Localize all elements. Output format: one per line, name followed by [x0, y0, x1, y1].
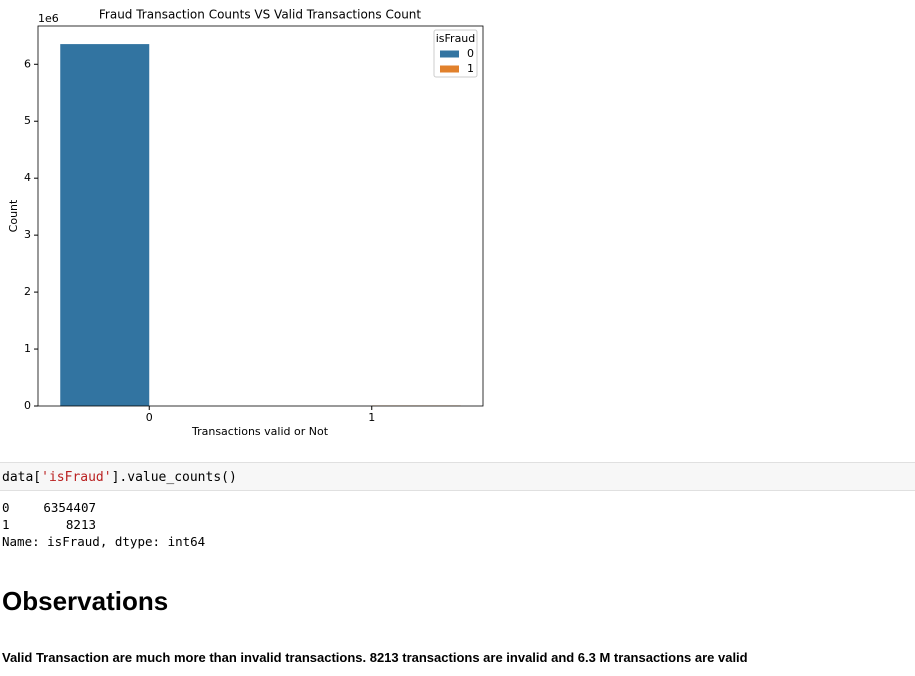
legend-label: 0 [467, 47, 474, 60]
code-string: 'isFraud' [41, 470, 112, 485]
y-tick-label: 1 [24, 342, 31, 355]
index: 1 [2, 517, 10, 532]
heading: Observations [2, 586, 169, 616]
x-axis-label: Transactions valid or Not [191, 425, 329, 438]
y-tick-label: 6 [24, 57, 31, 70]
y-tick-label: 5 [24, 114, 31, 127]
code: data[ [2, 470, 42, 485]
y-tick-label: 4 [24, 171, 31, 184]
output-row: 1 8213 [2, 516, 205, 533]
paragraph: Valid Transaction are much more than inv… [2, 650, 748, 665]
y-offset-label: 1e6 [38, 12, 59, 25]
chart: Fraud Transaction Counts VS Valid Transa… [7, 8, 484, 438]
legend-swatch [440, 65, 459, 73]
count: 8213 [65, 517, 96, 532]
output-row: 0 6354407 [2, 499, 205, 516]
y-tick-label: 3 [24, 228, 31, 241]
y-tick-label: 2 [24, 285, 31, 298]
chart-title: Fraud Transaction Counts VS Valid Transa… [99, 8, 422, 22]
output-footer: Name: isFraud, dtype: int64 [2, 534, 206, 549]
y-axis-label: Count [7, 199, 20, 232]
index: 0 [2, 500, 10, 515]
x-tick-label: 0 [146, 411, 153, 424]
legend-swatch [440, 50, 459, 58]
legend-title: isFraud [436, 32, 476, 45]
x-tick-label: 1 [368, 411, 375, 424]
code: ].value_counts() [111, 470, 237, 485]
y-tick-label: 0 [24, 399, 31, 412]
axes-frame [37, 25, 484, 407]
legend-label: 1 [467, 62, 474, 75]
bar [60, 44, 150, 407]
code-cell[interactable]: data['isFraud'].value_counts() [0, 462, 915, 491]
output: 0 6354407 1 8213 Name: isFraud, dtype: int64 [2, 499, 205, 550]
count: 6354407 [43, 500, 96, 515]
